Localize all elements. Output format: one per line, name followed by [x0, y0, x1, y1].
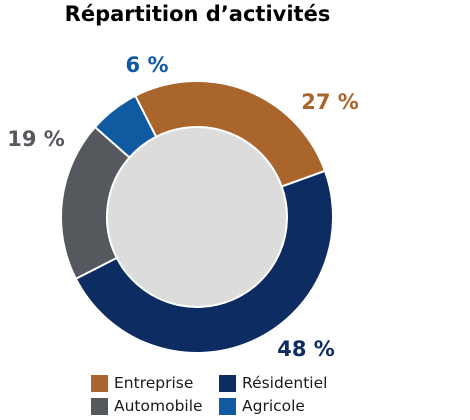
legend-swatch-entreprise	[91, 374, 108, 392]
legend-label-entreprise: Entreprise	[114, 374, 194, 392]
legend-swatch-automobile	[91, 397, 108, 415]
legend-swatch-residentiel	[219, 374, 236, 392]
donut-chart: 27 % 48 % 19 % 6 %	[7, 53, 359, 361]
legend-item-entreprise: Entreprise	[91, 374, 193, 392]
data-label-résidentiel: 48 %	[277, 337, 335, 361]
data-label-entreprise: 27 %	[301, 90, 359, 114]
slice-agricole	[93, 94, 158, 159]
legend-label-residentiel: Résidentiel	[242, 374, 328, 392]
data-label-automobile: 19 %	[7, 127, 65, 151]
donut-center	[108, 128, 286, 306]
legend-label-agricole: Agricole	[242, 397, 305, 415]
legend-item-residentiel: Résidentiel	[219, 374, 327, 392]
legend-item-automobile: Automobile	[91, 397, 203, 415]
data-label-agricole: 6 %	[126, 53, 169, 77]
legend-item-agricole: Agricole	[219, 397, 305, 415]
slice-résidentiel	[74, 169, 334, 354]
chart-title: Répartition d’activités	[64, 2, 331, 26]
legend-swatch-agricole	[219, 397, 236, 415]
legend-label-automobile: Automobile	[114, 397, 203, 415]
